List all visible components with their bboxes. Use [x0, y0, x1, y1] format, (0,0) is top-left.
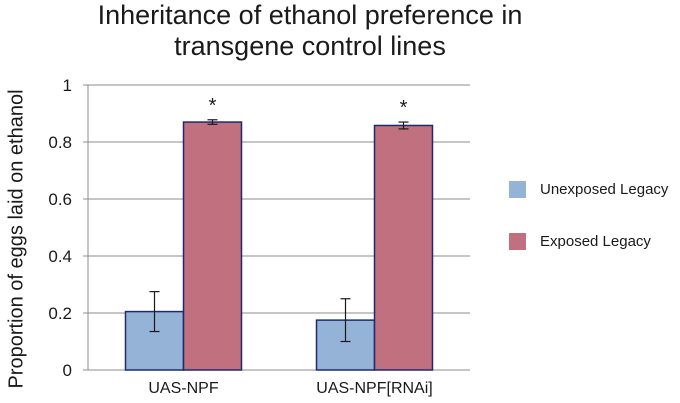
- significance-marker: *: [400, 97, 408, 119]
- legend-item-exposed: Exposed Legacy: [509, 231, 651, 251]
- bar: [373, 124, 434, 371]
- legend-swatch-unexposed: [509, 180, 526, 198]
- x-tick-label: UAS-NPF: [148, 380, 218, 397]
- y-tick-label: 0.6: [48, 190, 72, 209]
- y-axis-label: Proportion of eggs laid on ethanol: [5, 89, 28, 389]
- y-tick-label: 0.8: [48, 133, 72, 152]
- bar: [182, 121, 243, 371]
- significance-marker: *: [209, 95, 217, 117]
- legend-swatch-exposed: [509, 232, 526, 250]
- y-tick-label: 0.2: [48, 304, 72, 323]
- legend-item-unexposed: Unexposed Legacy: [509, 179, 668, 199]
- chart-title-line-2: transgene control lines: [174, 31, 446, 61]
- legend-label-unexposed: Unexposed Legacy: [540, 180, 669, 198]
- y-tick-label: 0: [63, 361, 72, 380]
- x-tick-label: UAS-NPF[RNAi]: [316, 380, 432, 397]
- y-tick-label: 0.4: [48, 247, 72, 266]
- legend-label-exposed: Exposed Legacy: [540, 232, 651, 250]
- y-tick-label: 1: [63, 76, 72, 95]
- chart-title-line-1: Inheritance of ethanol preference in: [97, 0, 523, 30]
